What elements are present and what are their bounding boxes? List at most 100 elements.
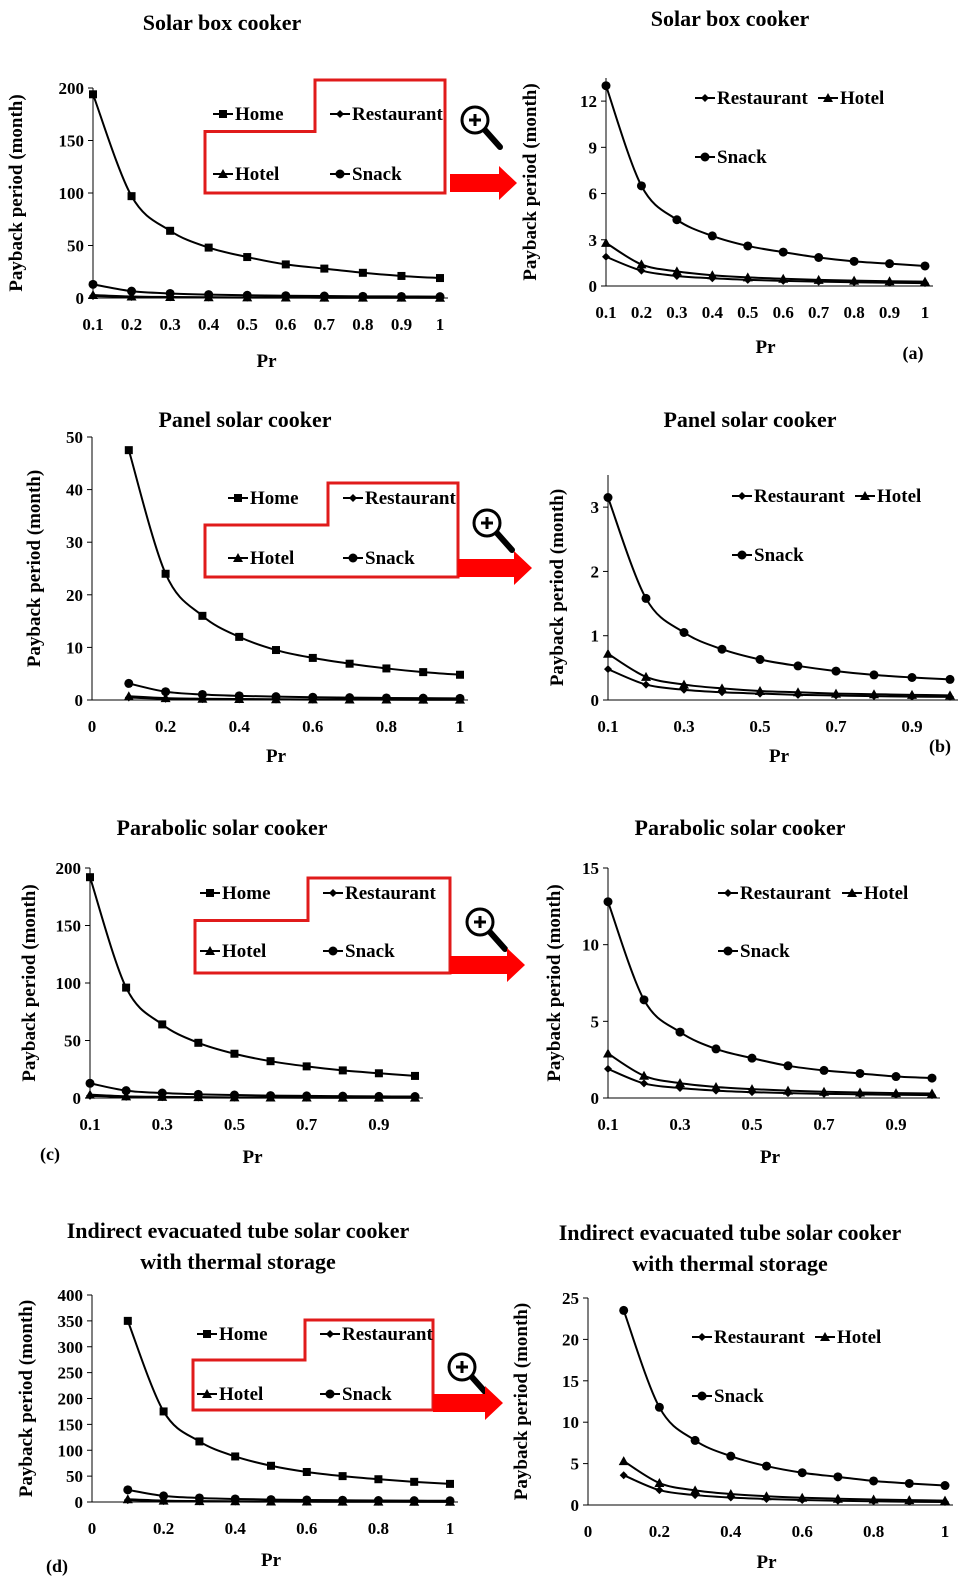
marker-circle [707,231,717,241]
marker-triangle [603,648,613,658]
legend-label: Home [250,488,299,509]
magnifier-plus-icon [472,508,515,553]
chart-title: with thermal storage [632,1251,828,1276]
legend-item: Hotel [818,88,884,109]
marker-triangle [618,1456,629,1466]
marker-diamond [698,1333,706,1341]
y-tick-label: 9 [589,138,598,157]
x-tick-label: 0.6 [773,303,794,322]
x-tick-label: 0.1 [79,1115,100,1134]
legend-item: Restaurant [343,488,456,509]
legend-label: Home [222,883,271,904]
legend-item: Restaurant [320,1324,433,1345]
x-tick-label: 0.6 [275,315,296,334]
marker-square [446,1479,454,1488]
chart-title: Parabolic solar cooker [117,815,328,840]
marker-diamond [655,1486,664,1495]
legend-item: Restaurant [732,486,845,507]
marker-square [158,1020,167,1029]
marker-triangle [707,270,718,280]
marker-circle [927,1073,937,1083]
marker-triangle [797,1492,808,1502]
legend-item: Snack [695,147,767,168]
x-tick-label: 0.3 [666,303,687,322]
marker-circle [123,1485,133,1495]
marker-diamond [738,492,746,500]
marker-triangle [855,1087,865,1097]
marker-circle [319,291,329,301]
legend-label: Hotel [864,883,908,904]
chart-title: Panel solar cooker [663,407,836,432]
x-tick-label: 0.5 [237,315,258,334]
x-axis-label: Pr [769,746,790,767]
x-tick-label: 1 [921,303,930,322]
marker-circle [358,291,368,301]
y-tick-label: 5 [591,1012,600,1031]
right-arrow-icon [450,948,525,982]
legend-label: Restaurant [342,1324,433,1345]
magnifier-plus-icon [447,1352,490,1397]
y-tick-label: 50 [66,1467,83,1486]
marker-diamond [637,266,646,275]
marker-diamond [701,94,709,102]
marker-triangle [747,1084,757,1094]
marker-circle [639,995,649,1005]
x-axis-label: Pr [756,1552,777,1573]
x-tick-label: 0.3 [159,315,180,334]
marker-circle [603,493,613,502]
x-tick-label: 0.1 [595,303,616,322]
series-line [89,1093,416,1099]
marker-triangle [832,1493,843,1503]
right-arrow-icon [458,551,532,585]
series-line [607,668,951,698]
marker-square [358,268,367,277]
marker-circle [197,689,207,699]
x-tick-label: 0.9 [885,1115,906,1134]
y-tick-label: 50 [66,428,83,447]
legend-label: Restaurant [352,104,443,125]
marker-triangle [927,1088,937,1098]
marker-circle [335,169,345,179]
marker-circle [328,946,338,956]
y-tick-label: 6 [589,185,598,204]
x-tick-label: 1 [436,315,445,334]
x-tick-label: 0.2 [121,315,142,334]
marker-circle [127,286,137,296]
chart-panel: Parabolic solar cooker 0 50 100 150 200 0.1 0.3… [19,815,525,1168]
marker-square [302,1467,311,1476]
marker-circle [797,1468,807,1478]
series-line [605,255,926,285]
marker-square [456,670,464,679]
y-tick-label: 12 [580,92,597,111]
legend-item: Hotel [815,1327,881,1348]
marker-square [122,983,131,992]
legend-label: Hotel [250,548,294,569]
legend-label: Hotel [235,164,279,185]
x-tick-label: 0 [88,717,97,736]
y-tick-label: 10 [66,638,83,657]
x-tick-label: 0.5 [741,1115,762,1134]
chart-title: Panel solar cooker [158,407,331,432]
y-axis-label: Payback period (month) [511,1303,532,1500]
series-line [127,1488,451,1502]
chart-title: with thermal storage [140,1249,336,1274]
marker-triangle [940,1495,950,1505]
marker-diamond [326,1330,334,1338]
marker-circle [737,550,747,560]
marker-square [345,659,354,668]
marker-circle [778,247,788,257]
marker-triangle [907,689,917,699]
marker-diamond [619,1471,628,1480]
marker-square [234,494,242,502]
marker-circle [755,655,765,664]
marker-square [166,226,175,235]
y-tick-label: 0 [75,1493,84,1512]
x-tick-label: 0.6 [296,1519,317,1538]
x-tick-label: 0.2 [649,1522,670,1541]
marker-circle [229,1090,239,1100]
marker-triangle [233,553,243,562]
legend-box [203,78,447,195]
x-tick-label: 0.3 [673,717,694,736]
series-line [92,93,441,280]
panel-letter: (b) [929,736,951,757]
